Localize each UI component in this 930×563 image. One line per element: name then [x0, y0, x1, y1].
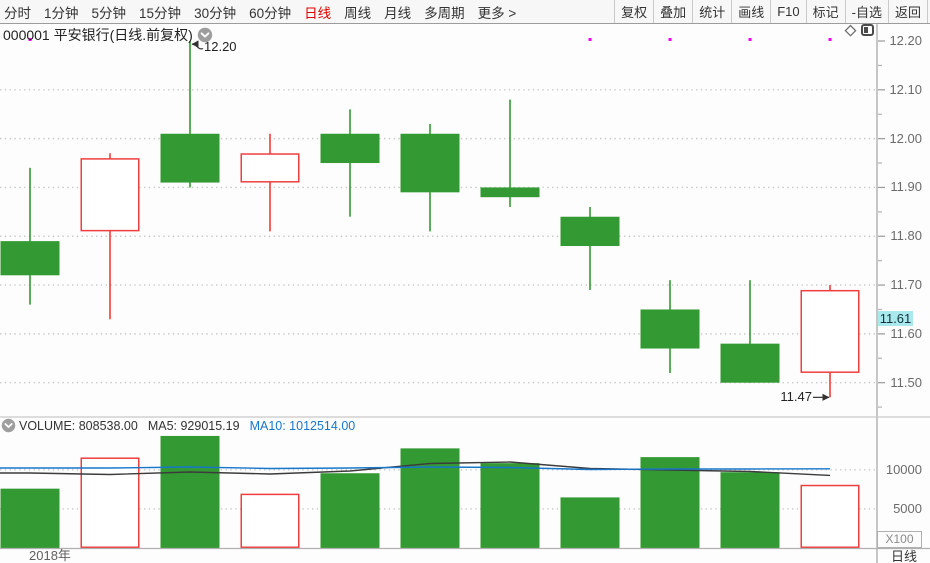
- volume-axis-label: 5000: [893, 500, 922, 516]
- price-axis-label: 11.70: [890, 277, 922, 293]
- collapse-pane-icon[interactable]: [1, 418, 16, 433]
- action-buttons: 复权 叠加 统计 画线 F10 标记 -自选 返回: [614, 0, 928, 23]
- high-price-annotation: 12.20: [204, 39, 237, 54]
- candle-body-up: [800, 289, 860, 373]
- action-button-5[interactable]: 标记: [805, 0, 845, 23]
- period-tab-3[interactable]: 15分钟: [139, 5, 182, 21]
- period-tab-2[interactable]: 5分钟: [91, 5, 127, 21]
- action-button-0[interactable]: 复权: [614, 0, 653, 23]
- toolbar: 分时 1分钟 5分钟 15分钟 30分钟 60分钟 日线 周线 月线 多周期 更多 > 复权 叠加 统计…: [0, 0, 930, 24]
- magenta-marker-dot: [588, 38, 592, 41]
- volume-bar-down: [720, 472, 780, 548]
- action-button-3[interactable]: 画线: [731, 0, 770, 23]
- symbol-title: 000001 平安银行(日线.前复权): [3, 27, 193, 43]
- action-button-1[interactable]: 叠加: [653, 0, 692, 23]
- volume-ma10-value: MA10: 1012514.00: [249, 418, 356, 433]
- period-tab-6[interactable]: 日线: [304, 5, 332, 21]
- period-tab-0[interactable]: 分时: [4, 5, 31, 21]
- x-axis-year-label: 2018年: [29, 548, 71, 563]
- magenta-marker-dot: [748, 38, 752, 41]
- diamond-marker-icon[interactable]: [842, 22, 859, 39]
- action-button-4[interactable]: F10: [770, 0, 805, 23]
- period-tab-1[interactable]: 1分钟: [44, 5, 79, 21]
- action-button-7[interactable]: 返回: [887, 0, 927, 23]
- candle-body-down: [720, 343, 780, 383]
- candle-body-down: [480, 187, 540, 198]
- price-axis-label: 12.00: [889, 130, 922, 146]
- candle-body-down: [400, 133, 460, 193]
- price-axis-label: 11.60: [890, 325, 922, 341]
- high-annotation-arrow: [191, 40, 204, 50]
- candle-body-up: [240, 153, 300, 183]
- period-tabs: 分时 1分钟 5分钟 15分钟 30分钟 60分钟 日线 周线 月线 多周期 更多 >: [0, 0, 516, 23]
- volume-axis-label: 10000: [885, 461, 922, 477]
- period-tab-8[interactable]: 月线: [384, 5, 412, 21]
- candle-body-down: [560, 216, 620, 247]
- volume-value: VOLUME: 808538.00: [19, 418, 138, 433]
- volume-bar-up: [80, 457, 140, 548]
- panel-layout-icon[interactable]: [861, 24, 874, 36]
- magenta-marker-dot: [828, 38, 832, 41]
- volume-bar-down: [480, 463, 540, 548]
- volume-header: VOLUME: 808538.00 MA5: 929015.19 MA10: 1…: [0, 417, 930, 434]
- volume-bar-down: [640, 457, 700, 548]
- volume-bar-down: [0, 488, 60, 548]
- period-tab-9[interactable]: 多周期: [424, 5, 465, 21]
- magenta-marker-dot: [28, 38, 32, 41]
- period-tab-4[interactable]: 30分钟: [194, 5, 237, 21]
- price-axis-label: 12.20: [889, 33, 922, 48]
- price-axis-label: 11.50: [890, 374, 922, 390]
- action-button-2[interactable]: 统计: [692, 0, 731, 23]
- last-price-tag: 11.61: [878, 311, 913, 326]
- low-price-annotation: 11.47: [780, 389, 812, 405]
- period-tab-10[interactable]: 更多 >: [477, 5, 517, 21]
- candle-body-down: [0, 241, 60, 276]
- candle-body-up: [80, 158, 140, 232]
- candle-body-down: [320, 133, 380, 164]
- symbol-row: 000001 平安银行(日线.前复权): [3, 25, 213, 45]
- magenta-marker-dot: [668, 38, 672, 41]
- volume-bar-up: [800, 484, 860, 548]
- price-axis-label: 11.80: [890, 228, 922, 244]
- price-axis-label: 11.90: [890, 179, 922, 195]
- candle-body-down: [160, 133, 220, 183]
- volume-bar-down: [320, 473, 380, 548]
- volume-bar-down: [160, 435, 220, 548]
- candle-body-down: [640, 309, 700, 349]
- period-tab-5[interactable]: 60分钟: [249, 5, 292, 21]
- volume-bar-up: [240, 493, 300, 548]
- price-axis-label: 12.10: [889, 81, 922, 97]
- volume-ma10-line: [0, 466, 831, 471]
- volume-bar-down: [560, 497, 620, 548]
- period-indicator: 日线: [890, 549, 917, 563]
- period-tab-7[interactable]: 周线: [344, 5, 372, 21]
- volume-unit-badge: X100: [877, 531, 922, 548]
- volume-ma5-value: MA5: 929015.19: [147, 418, 240, 433]
- action-button-6[interactable]: -自选: [844, 0, 888, 23]
- chevron-down-icon[interactable]: [197, 27, 213, 43]
